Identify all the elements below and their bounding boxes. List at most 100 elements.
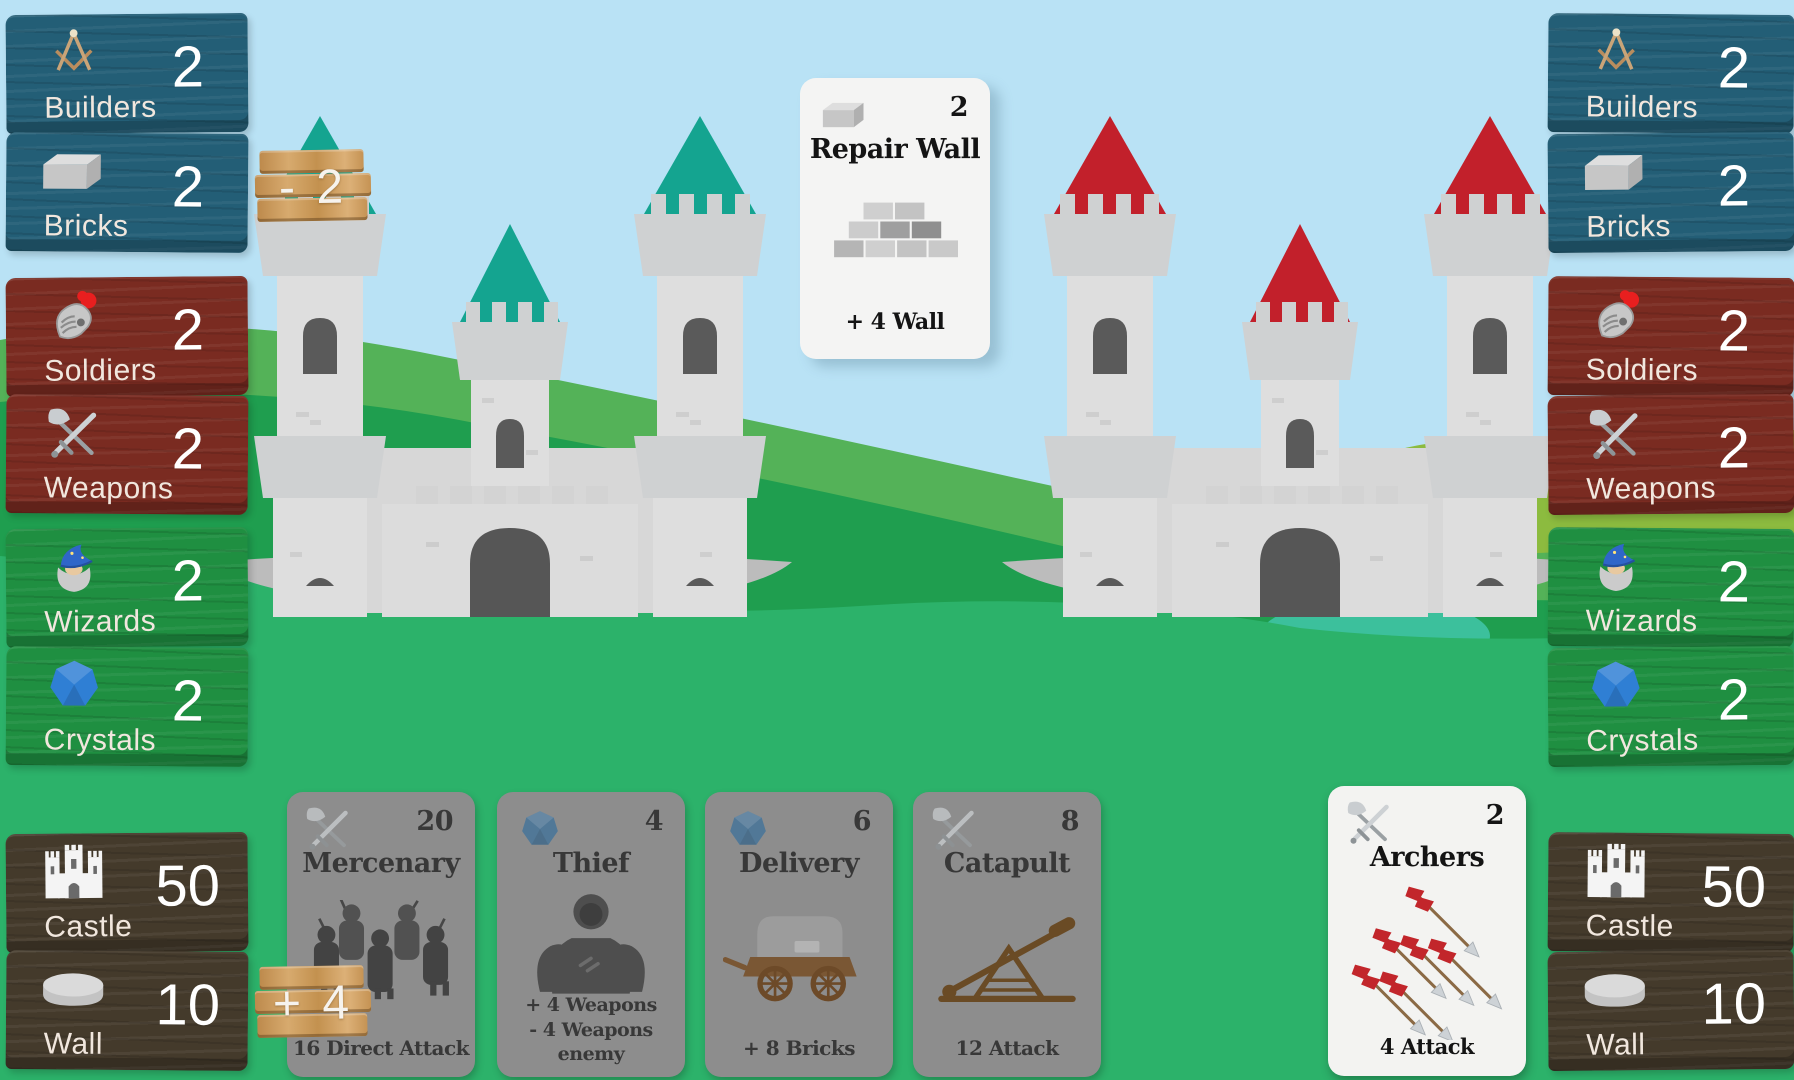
builders-icon xyxy=(1584,23,1648,80)
resource-label: Weapons xyxy=(43,471,174,506)
card-effect: + 8 Bricks xyxy=(743,1036,855,1060)
left-wall-panel: Wall 10 xyxy=(5,950,249,1071)
right-bricks-panel: Bricks 2 xyxy=(1547,131,1794,254)
resource-label: Crystals xyxy=(1586,723,1699,758)
resource-value: 2 xyxy=(1717,298,1751,364)
weapons-cost-icon xyxy=(931,804,979,852)
resource-value: 2 xyxy=(171,297,205,363)
card-effect: + 4 Weapons - 4 Weapons enemy xyxy=(497,993,685,1067)
card-cost: 20 xyxy=(416,806,453,837)
delivery-art xyxy=(723,902,875,1004)
card-effect-line: + 4 Weapons xyxy=(525,993,657,1016)
brick-icon xyxy=(1578,149,1652,196)
left-bricks-panel: Bricks 2 xyxy=(5,132,249,253)
castle-icon xyxy=(42,843,106,900)
resource-value: 2 xyxy=(171,548,205,614)
resource-value: 2 xyxy=(171,154,205,220)
card-effect: + 4 Wall xyxy=(845,309,945,336)
crystal-icon xyxy=(42,656,106,713)
crossed-weapons-icon xyxy=(42,404,106,461)
left-castle-panel: Castle 50 xyxy=(5,831,249,954)
resource-label: Wizards xyxy=(44,604,157,639)
card-archers[interactable]: 2 Archers 4 Attack xyxy=(1328,786,1526,1076)
card-effect-line: - 4 Weapons xyxy=(529,1018,653,1041)
card-effect: 12 Attack xyxy=(955,1036,1059,1060)
card-delivery[interactable]: 6 Delivery + 8 Bricks xyxy=(705,792,893,1077)
wizard-icon xyxy=(1584,537,1648,594)
wall-change-tag: + 4 xyxy=(254,965,372,1041)
right-weapons-panel: Weapons 2 xyxy=(1547,393,1794,516)
builders-icon xyxy=(42,24,106,81)
resource-label: Soldiers xyxy=(1585,353,1699,388)
resource-label: Wizards xyxy=(1585,604,1698,639)
left-soldiers-panel: Soldiers 2 xyxy=(5,275,249,398)
card-cost: 8 xyxy=(1060,806,1080,837)
right-castle-panel: Castle 50 xyxy=(1547,832,1794,953)
right-builders-panel: Builders 2 xyxy=(1547,13,1794,134)
card-catapult[interactable]: 8 Catapult 12 Attack xyxy=(913,792,1101,1077)
resource-value: 2 xyxy=(1717,35,1751,101)
card-cost: 4 xyxy=(644,806,664,837)
resource-label: Castle xyxy=(1585,909,1674,944)
knight-helmet-icon xyxy=(42,287,106,344)
card-title: Thief xyxy=(552,848,630,879)
card-effect: 4 Attack xyxy=(1379,1033,1475,1059)
left-crystals-panel: Crystals 2 xyxy=(5,646,249,767)
wall-change-value: + 4 xyxy=(272,975,354,1031)
resource-value: 50 xyxy=(155,853,221,919)
resource-value: 2 xyxy=(171,416,205,482)
card-cost: 6 xyxy=(852,806,872,837)
brick-icon xyxy=(36,148,110,195)
resource-label: Bricks xyxy=(1586,210,1672,244)
resource-value: 2 xyxy=(1717,549,1751,615)
card-effect-line: enemy xyxy=(557,1043,625,1066)
wall-disc-icon xyxy=(1578,967,1652,1014)
crossed-weapons-icon xyxy=(1584,405,1648,462)
left-builders-panel: Builders 2 xyxy=(5,12,249,135)
card-cost: 2 xyxy=(949,92,969,123)
resource-value: 2 xyxy=(171,668,205,734)
resource-label: Castle xyxy=(44,909,133,944)
enemy-castle xyxy=(1020,112,1580,617)
resource-label: Crystals xyxy=(43,723,157,758)
resource-label: Wall xyxy=(1586,1028,1646,1062)
resource-label: Bricks xyxy=(43,209,129,244)
card-title: Catapult xyxy=(943,848,1071,879)
bricks-change-value: - 2 xyxy=(278,159,348,215)
crystal-icon xyxy=(1584,657,1648,714)
card-cost: 2 xyxy=(1485,800,1505,831)
card-title: Archers xyxy=(1369,842,1485,873)
card-repair-wall[interactable]: 2 Repair Wall + 4 Wall xyxy=(800,78,990,359)
resource-value: 2 xyxy=(1717,667,1751,733)
resource-label: Builders xyxy=(1585,90,1699,125)
resource-label: Wall xyxy=(43,1027,104,1061)
card-title: Repair Wall xyxy=(809,134,981,165)
wizard-icon xyxy=(42,538,106,595)
weapons-cost-icon xyxy=(1346,798,1394,846)
right-soldiers-panel: Soldiers 2 xyxy=(1547,276,1794,397)
weapons-cost-icon xyxy=(305,804,353,852)
resource-label: Weapons xyxy=(1586,471,1717,506)
card-title: Delivery xyxy=(739,848,859,879)
catapult-art xyxy=(936,904,1078,1006)
resource-label: Soldiers xyxy=(44,353,157,388)
left-weapons-panel: Weapons 2 xyxy=(5,394,249,515)
castle-icon xyxy=(1584,842,1648,899)
crystal-cost-icon xyxy=(727,808,769,850)
resource-value: 2 xyxy=(1717,153,1751,219)
right-wizards-panel: Wizards 2 xyxy=(1547,527,1794,648)
right-crystals-panel: Crystals 2 xyxy=(1547,645,1794,768)
archers-art xyxy=(1349,884,1505,1040)
card-thief[interactable]: 4 Thief + 4 Weapons - 4 Weapons enemy xyxy=(497,792,685,1077)
card-title: Mercenary xyxy=(302,848,460,879)
thief-art xyxy=(529,888,653,998)
right-wall-panel: Wall 10 xyxy=(1547,949,1794,1072)
knight-helmet-icon xyxy=(1584,286,1648,343)
resource-value: 2 xyxy=(171,34,205,100)
resource-value: 50 xyxy=(1701,854,1767,920)
bricks-change-tag: - 2 xyxy=(254,149,372,225)
resource-value: 10 xyxy=(155,972,221,1038)
crystal-cost-icon xyxy=(519,808,561,850)
resource-value: 10 xyxy=(1701,971,1767,1037)
